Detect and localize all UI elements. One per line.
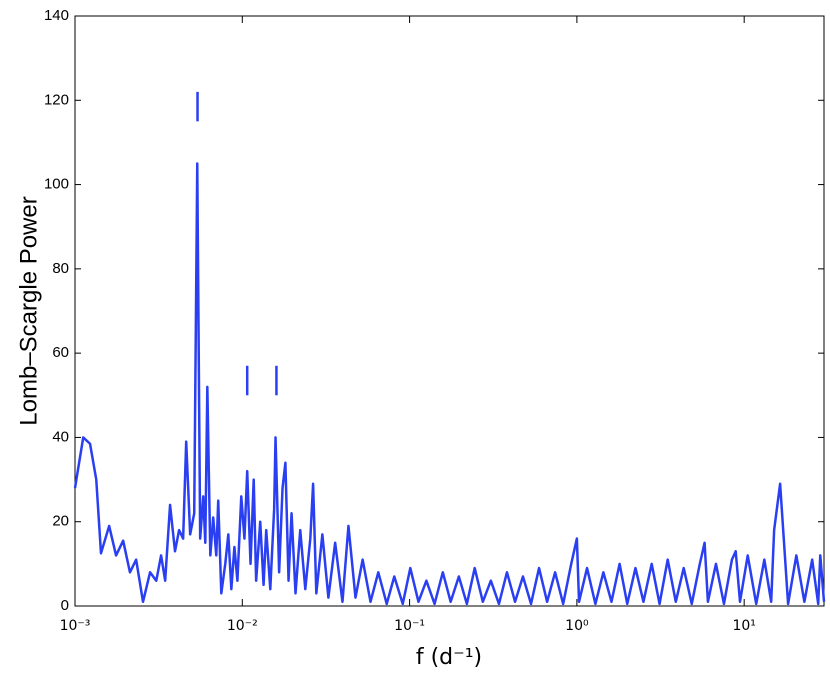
x-tick-label: 10⁻²	[227, 618, 258, 634]
x-tick-label: 10⁰	[565, 618, 589, 634]
y-axis-label: Lomb–Scargle Power	[15, 196, 42, 425]
x-tick-label: 10⁻³	[60, 618, 91, 634]
x-axis-label: f (d⁻¹)	[416, 645, 482, 670]
y-tick-label: 60	[52, 344, 69, 361]
y-tick-label: 20	[52, 513, 69, 530]
plot-frame	[74, 15, 825, 607]
y-tick-label: 120	[44, 91, 69, 108]
y-tick-label: 80	[52, 260, 69, 277]
x-tick-label: 10¹	[732, 618, 755, 634]
data-line	[73, 162, 826, 606]
x-tick-label: 10⁻¹	[394, 618, 425, 634]
y-tick-label: 140	[44, 7, 69, 24]
y-tick-label: 0	[61, 597, 69, 614]
y-tick-label: 40	[52, 428, 69, 445]
y-tick-label: 100	[44, 176, 69, 193]
